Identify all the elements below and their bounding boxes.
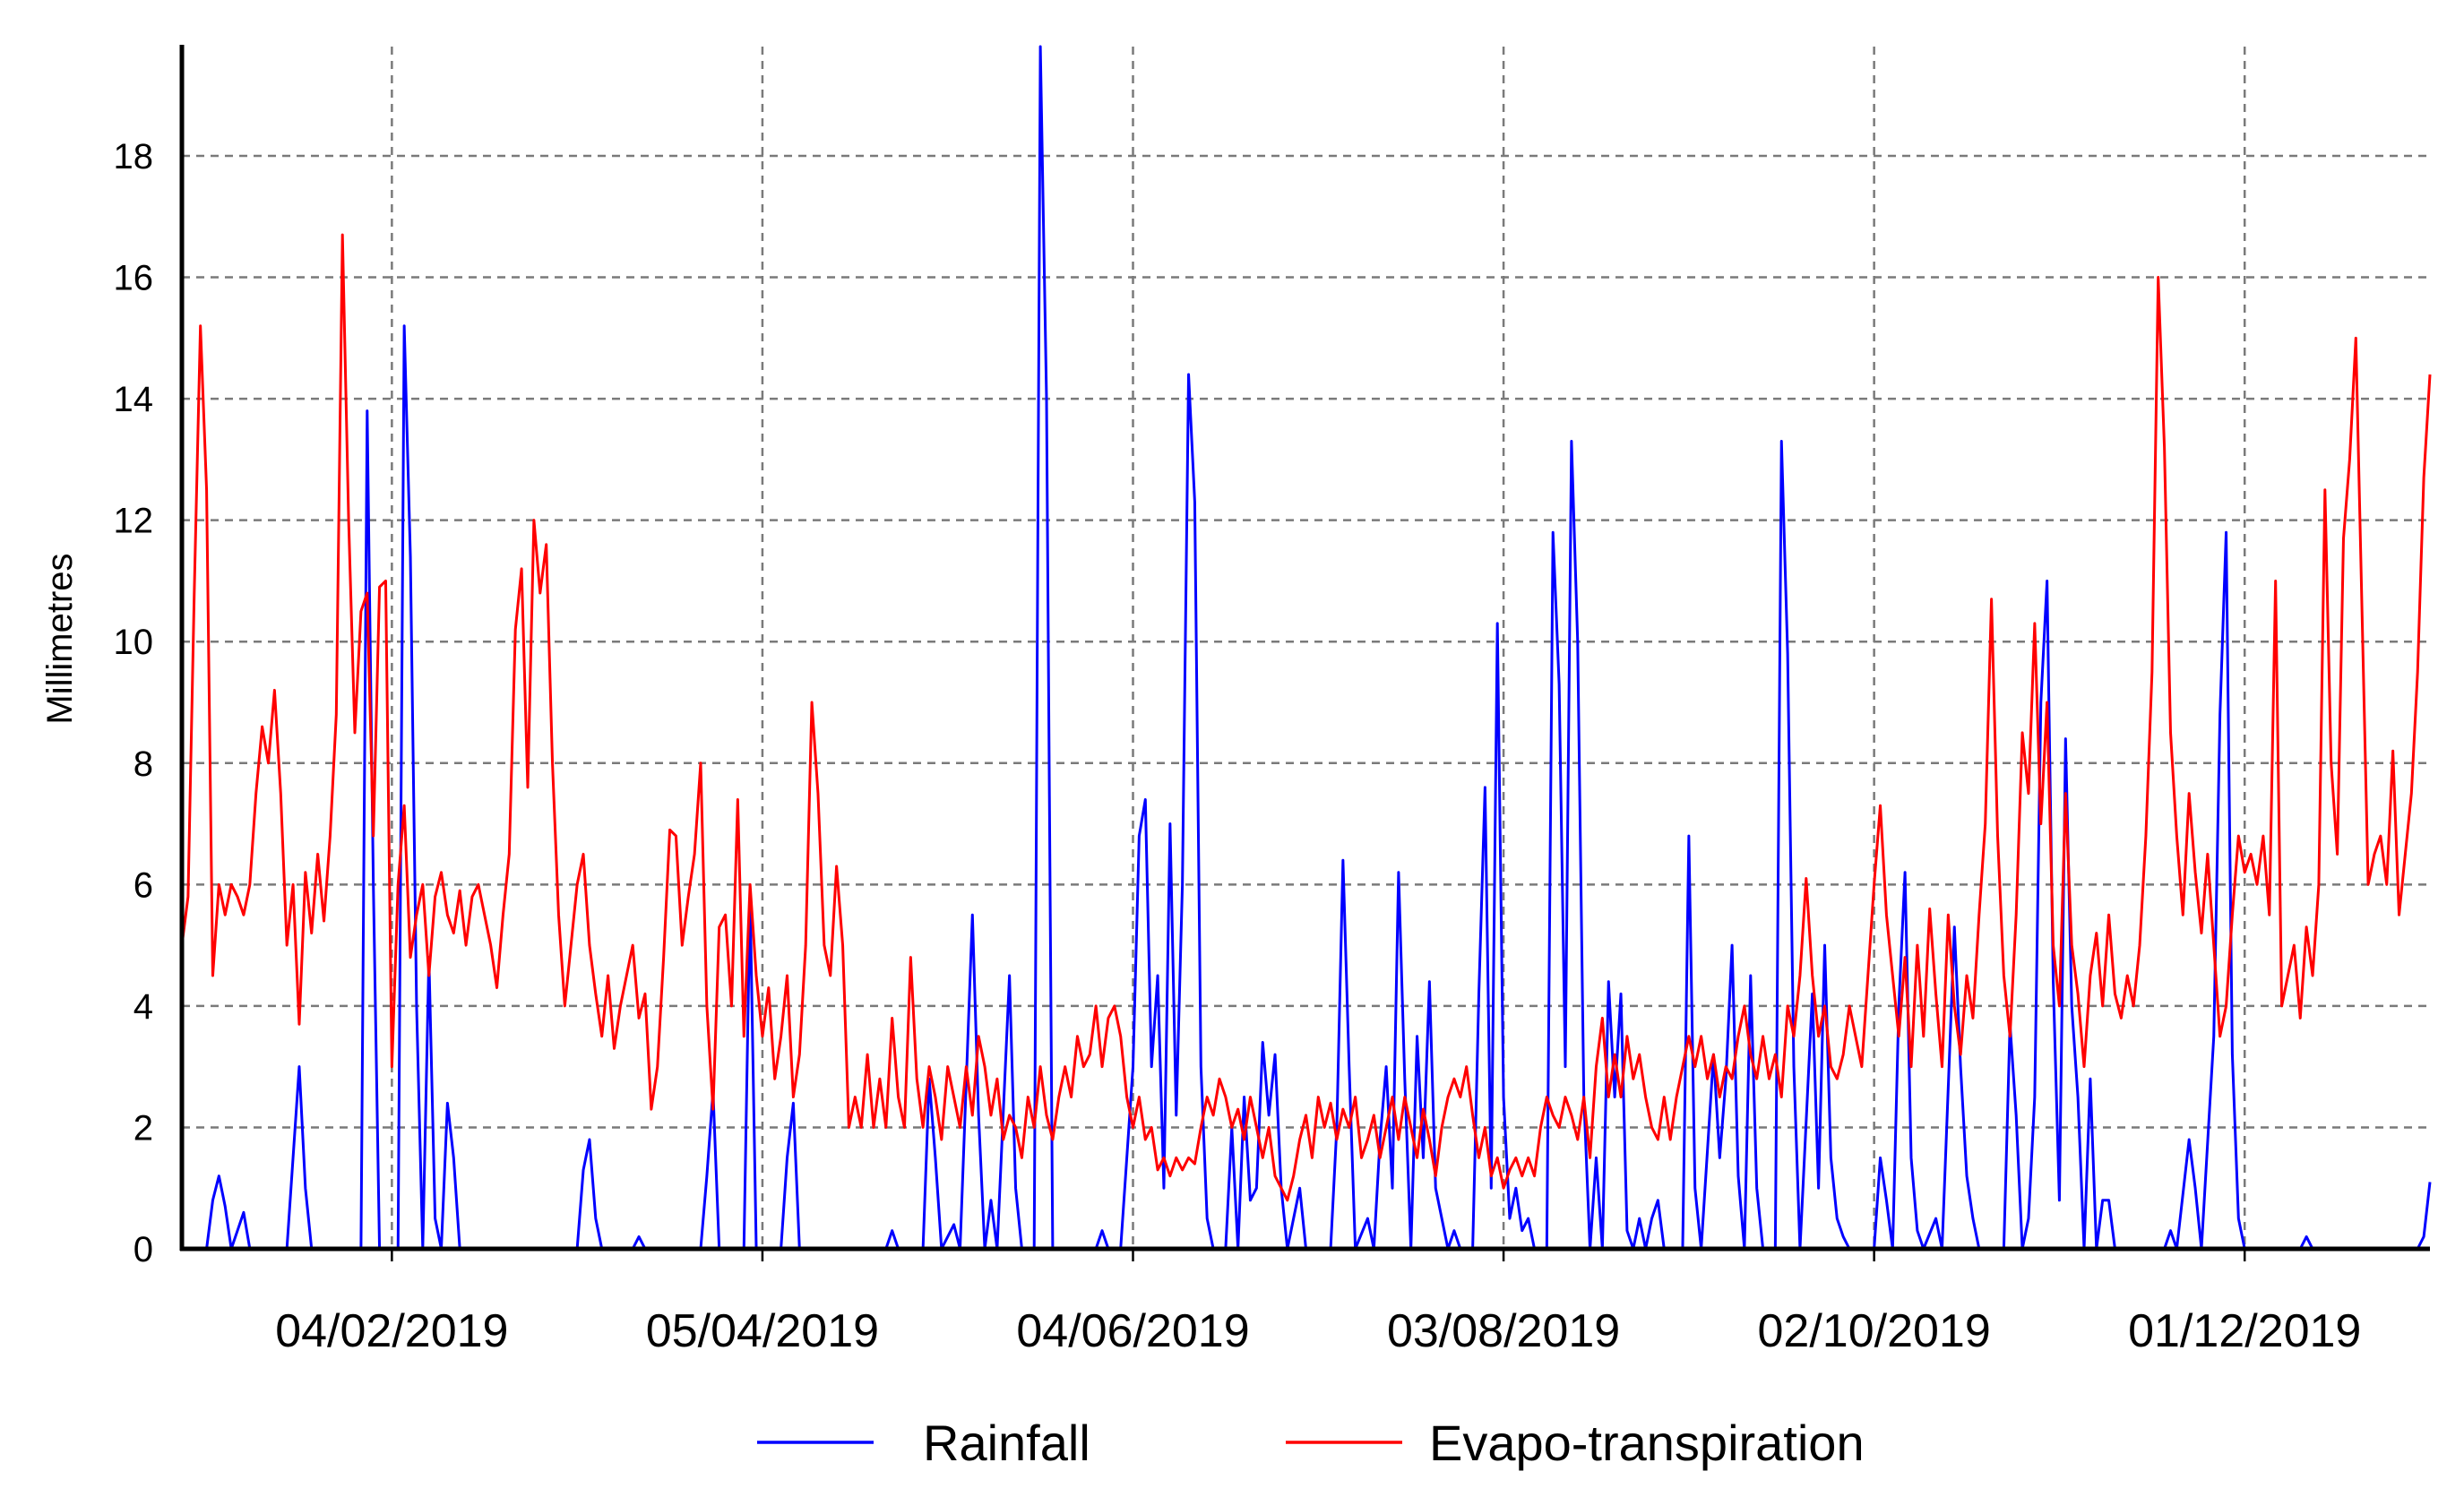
x-tick-label: 03/08/2019	[1387, 1305, 1620, 1357]
legend: Rainfall Evapo-transpiration	[757, 1415, 1865, 1471]
y-tick-label: 8	[134, 744, 153, 784]
legend-label-evapo-transpiration: Evapo-transpiration	[1429, 1415, 1865, 1471]
y-tick-label: 14	[114, 380, 154, 419]
series-line-rainfall	[182, 45, 2432, 1251]
x-tick-label: 02/10/2019	[1758, 1305, 1991, 1357]
gridlines	[182, 47, 2430, 1249]
legend-label-rainfall: Rainfall	[923, 1415, 1090, 1471]
y-tick-label: 6	[134, 865, 153, 905]
y-tick-label: 16	[114, 259, 154, 298]
y-tick-label: 10	[114, 623, 154, 662]
y-tick-label: 0	[134, 1230, 153, 1269]
y-tick-label: 2	[134, 1108, 153, 1148]
x-tick-label: 05/04/2019	[646, 1305, 879, 1357]
y-axis-label: Millimetres	[40, 553, 80, 724]
series-layer	[180, 45, 2432, 1251]
y-tick-label: 12	[114, 502, 154, 541]
series-line-evapo-transpiration	[180, 233, 2432, 1202]
y-tick-label: 18	[114, 137, 154, 176]
axes: 0 2 4 6 8 10 12 14 16 18 04/02/2019 05/04/2019 04/06…	[114, 45, 2430, 1357]
x-tick-label: 04/02/2019	[275, 1305, 508, 1357]
y-tick-label: 4	[134, 987, 153, 1027]
x-tick-label: 04/06/2019	[1016, 1305, 1249, 1357]
x-tick-label: 01/12/2019	[2128, 1305, 2361, 1357]
